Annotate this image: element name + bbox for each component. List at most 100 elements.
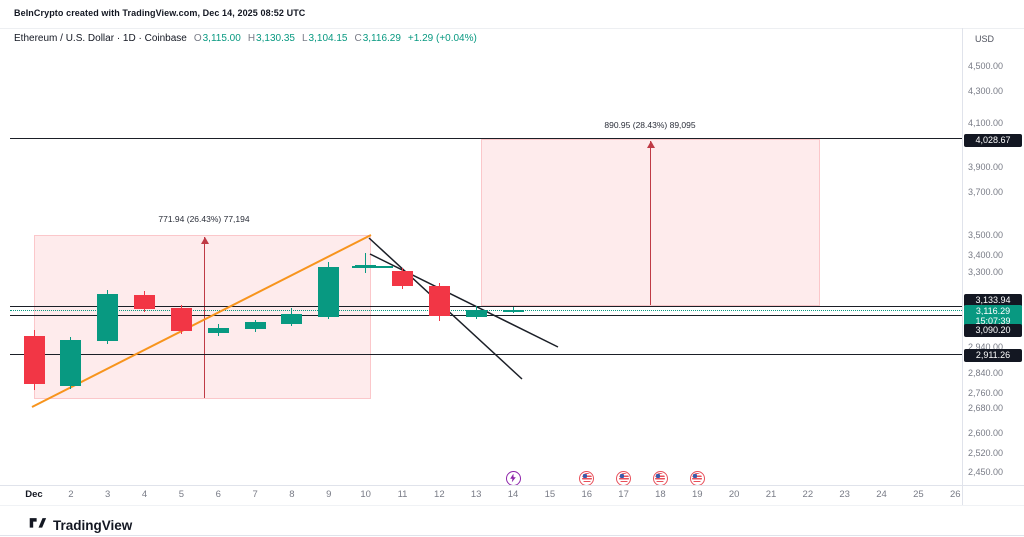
open-label: O	[193, 33, 202, 44]
x-axis-label-25: 25	[913, 489, 924, 500]
symbol-description: Ethereum / U.S. Dollar · 1D · Coinbase	[14, 33, 187, 44]
us-flag-canton	[693, 474, 698, 478]
candle-dec-8	[281, 314, 303, 325]
x-axis-label-2: 2	[68, 489, 74, 500]
x-axis-label-9: 9	[326, 489, 332, 500]
candle-wick-dec-14	[512, 307, 514, 313]
horizontal-level-4028.67	[10, 137, 962, 139]
x-axis-label-18: 18	[655, 489, 666, 500]
y-axis-label-3400: 3,400.00	[968, 250, 1004, 260]
close-label: C	[354, 33, 362, 44]
change-value: +1.29 (+0.04%)	[407, 33, 477, 44]
x-axis-label-10: 10	[360, 489, 371, 500]
horizontal-level-2911.26	[10, 353, 962, 355]
x-axis-label-20: 20	[728, 489, 740, 500]
symbol-legend: Ethereum / U.S. Dollar · 1D · Coinbase O3…	[14, 33, 477, 44]
tradingview-brand-text: TradingView	[53, 517, 133, 533]
x-axis-label-7: 7	[252, 489, 258, 500]
candle-dec-10	[355, 265, 377, 268]
x-axis-label-26: 26	[949, 489, 961, 500]
x-axis-label-5: 5	[178, 489, 185, 500]
y-axis-label-2840: 2,840.00	[968, 368, 1004, 378]
us-flag-canton	[619, 474, 624, 478]
us-flag-stripes	[618, 473, 629, 483]
us-flag-canton	[582, 474, 587, 478]
price-badge-3-133.94: 3,133.94	[964, 293, 1022, 307]
x-axis-label-6: 6	[215, 489, 221, 500]
x-axis-label-16: 16	[581, 489, 593, 500]
x-axis-label-12: 12	[434, 489, 445, 500]
x-axis-label-3: 3	[105, 489, 111, 500]
candle-dec-9	[318, 267, 340, 317]
us-flag-stripes	[655, 473, 666, 483]
price-range-label-1: 771.94 (26.43%) 77,194	[158, 214, 250, 224]
close-value: 3,116.29	[362, 33, 401, 44]
y-axis-label-4300: 4,300.00	[968, 86, 1004, 96]
bottom-border	[0, 535, 1024, 536]
us-flag-stripes	[581, 473, 592, 483]
candle-dec-5	[170, 308, 192, 331]
us-flag-canton	[656, 474, 661, 478]
price-range-arrow-2	[646, 140, 655, 148]
x-axis-label-8: 8	[289, 489, 295, 500]
candle-dec-3	[97, 294, 119, 341]
y-axis-label-3300: 3,300.00	[968, 267, 1004, 277]
candle-dec-11	[392, 270, 413, 286]
y-axis-label-2450: 2,450.00	[968, 467, 1004, 477]
high-value: 3,130.35	[256, 33, 295, 44]
y-axis-label-4500: 4,500.00	[968, 61, 1004, 71]
attribution-text: BeInCrypto created with TradingView.com,…	[14, 8, 306, 18]
low-label: L	[301, 33, 308, 44]
x-axis-label-14: 14	[507, 489, 519, 500]
y-axis-label-3900: 3,900.00	[968, 162, 1004, 172]
x-axis-label-15: 15	[544, 489, 556, 500]
tradingview-logo[interactable]: TradingView	[28, 513, 132, 537]
currency-label: USD	[975, 34, 995, 44]
price-range-line-1	[204, 237, 205, 398]
y-axis-label-2940: 2,940.00	[968, 342, 1004, 352]
tradingview-logo-icon	[28, 513, 47, 537]
candle-dec-1	[23, 335, 45, 385]
y-axis-label-3700: 3,700.00	[968, 187, 1004, 197]
us-economic-event-icon-19[interactable]	[689, 470, 705, 486]
price-range-arrow-1	[200, 237, 209, 244]
price-range-line-2	[650, 140, 651, 305]
us-economic-event-icon-18[interactable]	[652, 470, 668, 486]
price-axis-divider	[962, 28, 963, 505]
price-badge-2-911.26: 2,911.26	[964, 348, 1022, 362]
x-axis-label-23: 23	[839, 489, 850, 500]
candle-dec-2	[60, 339, 82, 387]
y-axis-label-3500: 3,500.00	[968, 230, 1004, 240]
footer-divider	[0, 505, 1024, 506]
price-badge-3-116.29: 3,116.29	[964, 304, 1022, 318]
us-economic-event-icon-16[interactable]	[579, 470, 595, 486]
candle-wick-dec-10	[365, 252, 367, 274]
x-axis-label-11: 11	[397, 489, 408, 500]
y-axis-label-2760: 2,760.00	[968, 388, 1004, 398]
candle-dec-4	[134, 294, 156, 310]
us-economic-event-icon-17[interactable]	[616, 470, 632, 486]
price-range-label-2: 890.95 (28.43%) 89,095	[604, 120, 696, 130]
candle-dec-13	[465, 309, 487, 317]
low-value: 3,104.15	[308, 33, 348, 44]
candle-dec-14	[502, 310, 524, 312]
x-axis-label-19: 19	[692, 489, 703, 500]
x-axis-label-4: 4	[141, 489, 148, 500]
time-axis-divider	[0, 485, 1024, 486]
x-axis-label-24: 24	[876, 489, 887, 500]
x-axis-label-dec: Dec	[25, 489, 43, 500]
price-range-box-1	[34, 235, 371, 399]
x-axis-label-22: 22	[802, 489, 814, 500]
x-axis-label-13: 13	[470, 489, 482, 500]
candle-dec-6	[207, 328, 229, 334]
price-badge-4-028.67: 4,028.67	[964, 133, 1022, 147]
candle-dec-12	[428, 285, 450, 316]
crypto-event-icon[interactable]	[505, 470, 521, 486]
y-axis-label-4100: 4,100.00	[968, 118, 1004, 128]
candle-dec-7	[244, 322, 266, 330]
open-value: 3,115.00	[202, 33, 241, 44]
x-axis-label-17: 17	[618, 489, 629, 500]
y-axis-label-2600: 2,600.00	[968, 428, 1004, 438]
